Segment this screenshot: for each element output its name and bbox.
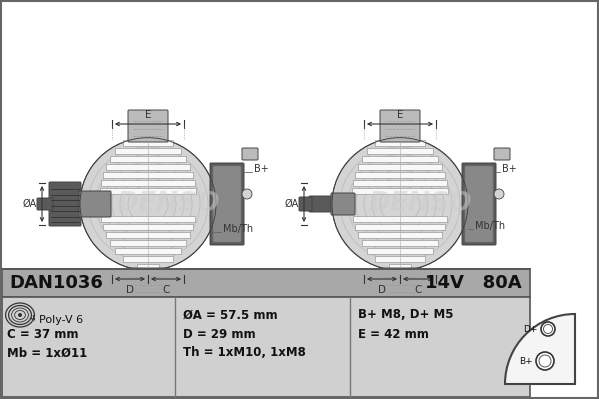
Circle shape <box>541 322 555 336</box>
Text: DAN1036: DAN1036 <box>9 274 103 292</box>
FancyBboxPatch shape <box>49 182 81 226</box>
FancyBboxPatch shape <box>462 163 496 245</box>
Text: Mb = 1xØ11: Mb = 1xØ11 <box>7 346 87 359</box>
Text: D: D <box>126 285 134 295</box>
Text: B+: B+ <box>519 356 533 365</box>
Circle shape <box>536 352 554 370</box>
FancyBboxPatch shape <box>380 110 420 142</box>
Bar <box>103 172 193 178</box>
Text: B+: B+ <box>254 164 269 174</box>
Text: C: C <box>415 285 422 295</box>
FancyBboxPatch shape <box>37 198 53 210</box>
Bar <box>375 256 425 262</box>
Text: DENSO: DENSO <box>116 191 220 217</box>
Bar <box>123 256 173 262</box>
Text: B+: B+ <box>502 164 517 174</box>
Bar <box>389 264 411 270</box>
FancyBboxPatch shape <box>465 166 493 242</box>
Bar <box>389 132 411 138</box>
Circle shape <box>242 189 252 199</box>
Bar <box>367 148 433 154</box>
Text: 14V   80A: 14V 80A <box>425 274 522 292</box>
Text: C: C <box>162 285 170 295</box>
Bar <box>2 297 530 397</box>
Bar <box>137 264 159 270</box>
Bar <box>103 224 193 230</box>
Bar <box>100 188 196 194</box>
FancyBboxPatch shape <box>242 148 258 160</box>
Text: B+ M8, D+ M5: B+ M8, D+ M5 <box>358 308 453 322</box>
Circle shape <box>494 189 504 199</box>
FancyBboxPatch shape <box>210 163 244 245</box>
Text: Poly-V 6: Poly-V 6 <box>39 315 83 325</box>
Text: D: D <box>378 285 386 295</box>
Text: C = 37 mm: C = 37 mm <box>7 328 78 342</box>
Bar <box>123 140 173 146</box>
Bar <box>101 180 195 186</box>
Text: D = 29 mm: D = 29 mm <box>183 328 256 342</box>
Text: E: E <box>145 110 152 120</box>
Bar <box>355 224 445 230</box>
Bar <box>106 164 190 170</box>
FancyBboxPatch shape <box>126 268 170 298</box>
Bar <box>106 232 190 238</box>
Bar <box>115 248 181 254</box>
FancyBboxPatch shape <box>494 148 510 160</box>
Bar <box>353 180 447 186</box>
Text: DENSO: DENSO <box>368 191 471 217</box>
Text: Mb/Th: Mb/Th <box>475 221 505 231</box>
Bar <box>143 272 153 278</box>
Bar <box>137 132 159 138</box>
FancyBboxPatch shape <box>128 110 168 142</box>
Bar <box>352 188 448 194</box>
FancyBboxPatch shape <box>79 191 111 217</box>
Bar <box>358 164 442 170</box>
Text: ØA = 57.5 mm: ØA = 57.5 mm <box>183 308 277 322</box>
Text: ØA: ØA <box>23 199 37 209</box>
FancyBboxPatch shape <box>309 196 333 212</box>
Ellipse shape <box>332 138 468 270</box>
Bar <box>355 172 445 178</box>
FancyBboxPatch shape <box>213 166 241 242</box>
Bar <box>110 156 186 162</box>
Bar <box>367 248 433 254</box>
Wedge shape <box>505 314 575 384</box>
Bar <box>2 269 530 297</box>
Text: Th = 1xM10, 1xM8: Th = 1xM10, 1xM8 <box>183 346 306 359</box>
Text: E: E <box>397 110 403 120</box>
Bar <box>362 156 438 162</box>
Bar <box>362 240 438 246</box>
Text: E = 42 mm: E = 42 mm <box>358 328 429 342</box>
Bar <box>115 148 181 154</box>
Text: Mb/Th: Mb/Th <box>223 224 253 234</box>
FancyBboxPatch shape <box>378 268 422 298</box>
Text: D+: D+ <box>524 324 538 334</box>
Bar <box>358 232 442 238</box>
Bar <box>395 272 405 278</box>
Bar <box>353 216 447 222</box>
Bar <box>101 216 195 222</box>
Circle shape <box>539 355 551 367</box>
Bar <box>375 140 425 146</box>
Text: ØA: ØA <box>285 199 299 209</box>
FancyBboxPatch shape <box>331 193 355 215</box>
Circle shape <box>18 313 22 317</box>
Circle shape <box>543 324 552 334</box>
Bar <box>110 240 186 246</box>
Ellipse shape <box>80 138 216 270</box>
FancyBboxPatch shape <box>299 197 312 211</box>
